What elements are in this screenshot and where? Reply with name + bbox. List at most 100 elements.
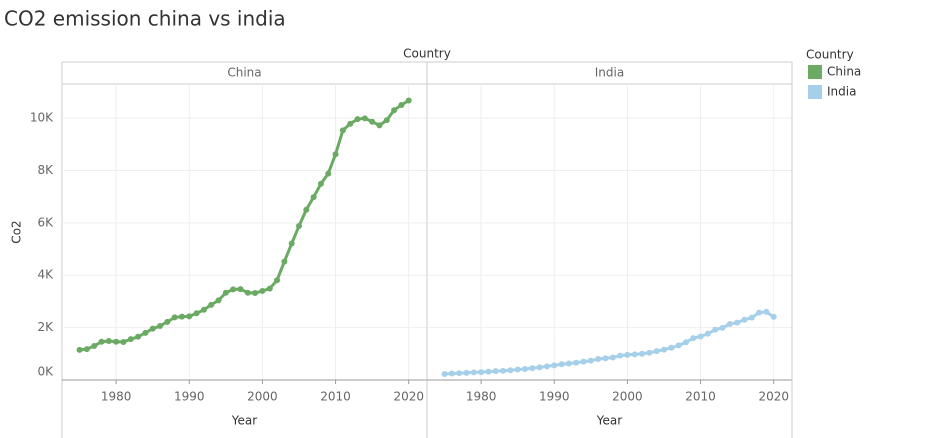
point bbox=[339, 127, 346, 134]
x-tick-label: 2000 bbox=[247, 390, 278, 404]
point bbox=[609, 354, 616, 361]
point bbox=[492, 368, 499, 375]
point bbox=[690, 335, 697, 342]
point bbox=[573, 359, 580, 366]
point bbox=[281, 258, 288, 265]
point bbox=[369, 118, 376, 125]
point bbox=[208, 301, 215, 308]
x-axis-label: Year bbox=[596, 414, 622, 428]
x-tick-label: 1990 bbox=[174, 390, 205, 404]
x-tick-label: 2020 bbox=[393, 390, 424, 404]
point bbox=[463, 369, 470, 376]
point bbox=[230, 286, 237, 293]
point bbox=[178, 313, 185, 320]
point bbox=[215, 297, 222, 304]
point bbox=[529, 365, 536, 372]
point bbox=[193, 310, 200, 317]
point bbox=[719, 324, 726, 331]
point bbox=[734, 319, 741, 326]
point bbox=[631, 351, 638, 358]
panel-header: Country bbox=[403, 47, 451, 61]
y-tick-label: 6K bbox=[37, 215, 54, 229]
point bbox=[653, 348, 660, 355]
point bbox=[105, 337, 112, 344]
point bbox=[704, 330, 711, 337]
point bbox=[595, 356, 602, 363]
point bbox=[763, 308, 770, 315]
legend-label: China bbox=[827, 65, 861, 79]
x-tick-label: 2020 bbox=[758, 390, 789, 404]
point bbox=[580, 358, 587, 365]
point bbox=[354, 116, 361, 123]
point bbox=[748, 314, 755, 321]
point bbox=[756, 309, 763, 316]
point bbox=[617, 352, 624, 359]
point bbox=[587, 357, 594, 364]
point bbox=[113, 338, 120, 345]
point bbox=[274, 277, 281, 284]
point bbox=[76, 346, 83, 353]
point bbox=[639, 350, 646, 357]
point bbox=[252, 290, 259, 297]
line bbox=[79, 99, 410, 352]
point bbox=[456, 370, 463, 377]
point bbox=[551, 362, 558, 369]
point bbox=[310, 194, 317, 201]
point bbox=[332, 151, 339, 158]
point bbox=[624, 351, 631, 358]
point bbox=[200, 306, 207, 313]
point bbox=[543, 363, 550, 370]
point bbox=[398, 101, 405, 108]
y-axis-label: Co2 bbox=[10, 220, 24, 243]
x-tick-label: 2010 bbox=[685, 390, 716, 404]
point bbox=[237, 286, 244, 293]
x-tick-label: 2010 bbox=[320, 390, 351, 404]
y-tick-label: 8K bbox=[37, 163, 54, 177]
point bbox=[441, 370, 448, 377]
point bbox=[135, 333, 142, 340]
point bbox=[470, 369, 477, 376]
x-tick-label: 1980 bbox=[101, 390, 132, 404]
point bbox=[602, 355, 609, 362]
point bbox=[660, 346, 667, 353]
point bbox=[244, 289, 251, 296]
point bbox=[405, 97, 412, 104]
point bbox=[120, 339, 127, 346]
legend-title: Country bbox=[806, 48, 854, 62]
point bbox=[295, 222, 302, 229]
point bbox=[325, 170, 332, 177]
point bbox=[171, 314, 178, 321]
point bbox=[266, 285, 273, 292]
point bbox=[98, 338, 105, 345]
point bbox=[448, 370, 455, 377]
point bbox=[186, 313, 193, 320]
point bbox=[712, 326, 719, 333]
point bbox=[558, 361, 565, 368]
point bbox=[514, 366, 521, 373]
point bbox=[127, 336, 134, 343]
legend-swatch bbox=[808, 65, 822, 79]
point bbox=[485, 368, 492, 375]
point bbox=[149, 325, 156, 332]
point bbox=[682, 339, 689, 346]
point bbox=[478, 369, 485, 376]
point bbox=[391, 107, 398, 114]
point bbox=[142, 329, 149, 336]
x-tick-label: 1980 bbox=[466, 390, 497, 404]
point bbox=[675, 342, 682, 349]
point bbox=[770, 313, 777, 320]
point bbox=[288, 240, 295, 247]
y-tick-label: 4K bbox=[37, 268, 54, 282]
point bbox=[697, 333, 704, 340]
point bbox=[361, 115, 368, 122]
point bbox=[522, 365, 529, 372]
point bbox=[222, 289, 229, 296]
point bbox=[91, 342, 98, 349]
point bbox=[565, 360, 572, 367]
x-tick-label: 1990 bbox=[539, 390, 570, 404]
chart-title: CO2 emission china vs india bbox=[4, 7, 286, 31]
point bbox=[500, 367, 507, 374]
line bbox=[444, 310, 775, 376]
legend-swatch bbox=[808, 85, 822, 99]
